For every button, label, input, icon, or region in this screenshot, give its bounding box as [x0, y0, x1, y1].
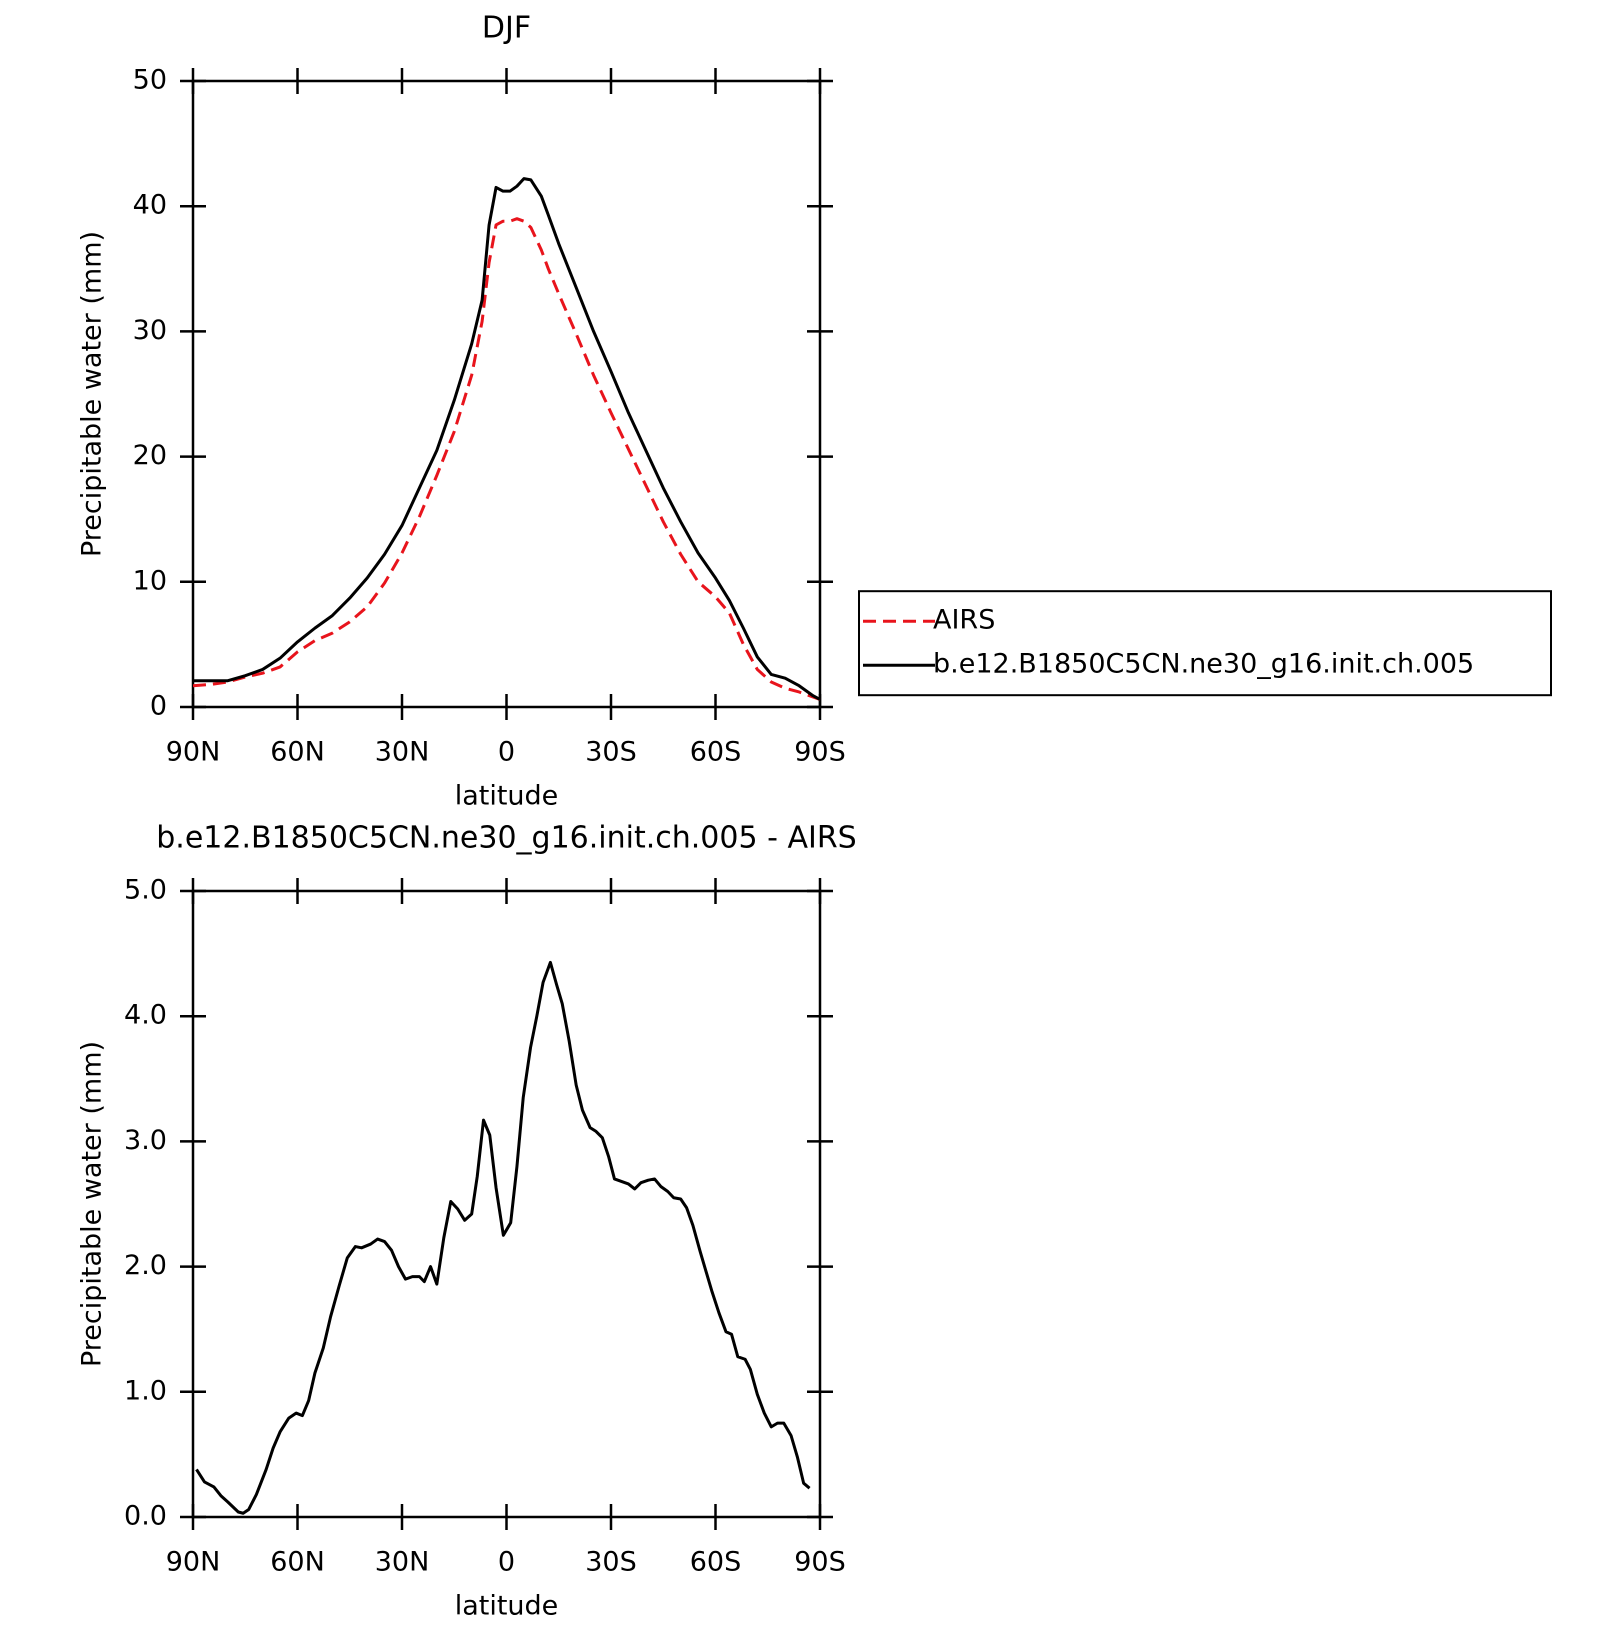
x-tick-label: 30S: [585, 1547, 637, 1578]
y-tick-label: 2.0: [124, 1250, 167, 1281]
x-tick-label: 60S: [690, 1547, 742, 1578]
x-tick-label: 60N: [270, 737, 325, 768]
legend-label: AIRS: [933, 605, 995, 636]
y-axis-label: Precipitable water (mm): [77, 231, 108, 557]
x-tick-label: 90N: [166, 1547, 221, 1578]
x-tick-label: 60S: [690, 737, 742, 768]
y-tick-label: 10: [133, 565, 167, 596]
x-tick-label: 90S: [794, 737, 846, 768]
y-tick-label: 1.0: [124, 1375, 167, 1406]
x-tick-label: 30N: [375, 737, 430, 768]
chart-title: b.e12.B1850C5CN.ne30_g16.init.ch.005 - A…: [156, 821, 856, 856]
plot-frame: [191, 79, 822, 709]
x-axis-label: latitude: [455, 1591, 559, 1622]
x-tick-label: 90N: [166, 737, 221, 768]
chart-panel: b.e12.B1850C5CN.ne30_g16.init.ch.005 - A…: [77, 821, 857, 1622]
x-tick-label: 60N: [270, 1547, 325, 1578]
y-tick-label: 5.0: [124, 875, 167, 906]
data-line: [192, 217, 821, 701]
x-tick-label: 90S: [794, 1547, 846, 1578]
y-tick-label: 20: [133, 440, 167, 471]
legend-label: b.e12.B1850C5CN.ne30_g16.init.ch.005: [933, 649, 1474, 680]
y-axis-label: Precipitable water (mm): [77, 1041, 108, 1367]
data-line: [195, 960, 811, 1515]
y-tick-label: 40: [133, 190, 167, 221]
data-line: [193, 177, 821, 701]
y-tick-label: 30: [133, 315, 167, 346]
x-tick-label: 30N: [375, 1547, 430, 1578]
chart-panel: DJF 0 10 20 30 40 50 90N 60N 30N 0 30S 60S 90S latitud…: [77, 11, 1552, 812]
chart-title: DJF: [482, 11, 531, 46]
legend-box: [858, 590, 1552, 697]
y-tick-label: 50: [133, 65, 167, 96]
x-tick-label: 30S: [585, 737, 637, 768]
y-tick-label: 4.0: [124, 1000, 167, 1031]
x-tick-label: 0: [498, 737, 515, 768]
y-tick-label: 3.0: [124, 1125, 167, 1156]
y-tick-label: 0.0: [124, 1501, 167, 1532]
x-axis-label: latitude: [455, 781, 559, 812]
y-tick-label: 0: [150, 691, 167, 722]
x-tick-label: 0: [498, 1547, 515, 1578]
